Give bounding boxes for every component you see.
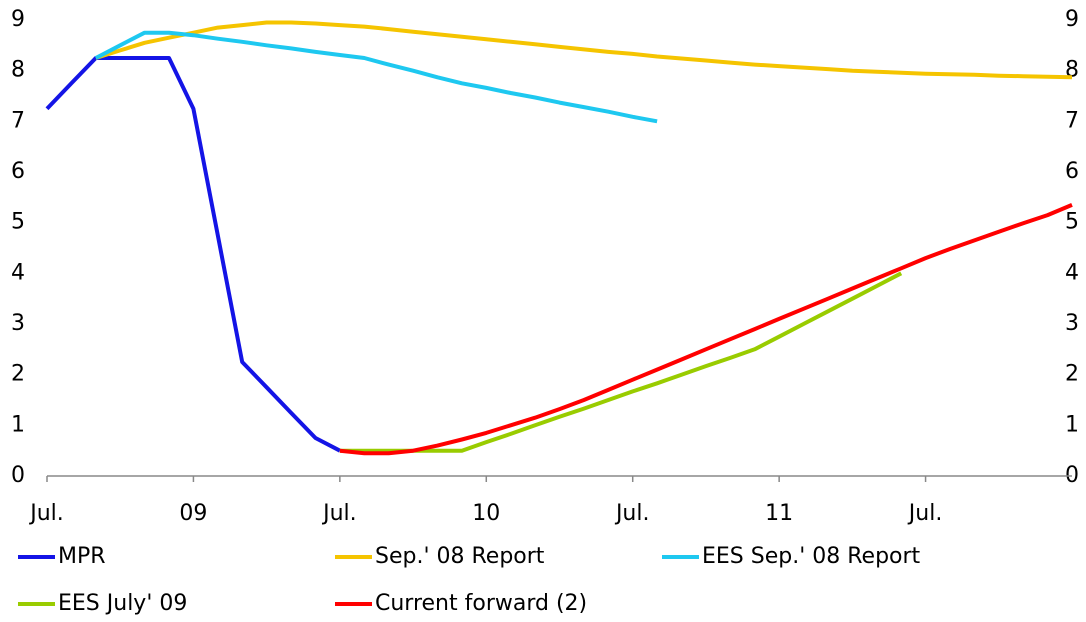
y2-tick-label: 7 bbox=[1065, 108, 1079, 133]
x-tick-label: Jul. bbox=[321, 501, 357, 526]
legend-label: Sep.' 08 Report bbox=[375, 544, 545, 569]
y-tick-label: 9 bbox=[11, 7, 25, 32]
x-tick-label: 09 bbox=[179, 501, 207, 526]
y2-tick-label: 5 bbox=[1065, 210, 1079, 235]
y2-tick-label: 4 bbox=[1065, 260, 1079, 285]
legend-label: EES Sep.' 08 Report bbox=[702, 544, 921, 569]
y-tick-label: 8 bbox=[11, 58, 25, 83]
x-tick-label: 11 bbox=[765, 501, 793, 526]
series-line bbox=[339, 271, 903, 453]
legend-label: Current forward (2) bbox=[375, 591, 587, 616]
y-tick-label: 4 bbox=[11, 260, 25, 285]
y-tick-label: 7 bbox=[11, 108, 25, 133]
series-line bbox=[45, 56, 341, 453]
y2-tick-label: 2 bbox=[1065, 362, 1079, 387]
x-tick-label: Jul. bbox=[907, 501, 943, 526]
x-tick-label: 10 bbox=[472, 501, 500, 526]
legend-label: MPR bbox=[58, 544, 106, 569]
y-tick-label: 5 bbox=[11, 210, 25, 235]
y-tick-label: 6 bbox=[11, 159, 25, 184]
y-tick-label: 0 bbox=[11, 463, 25, 488]
series-line bbox=[339, 203, 1073, 456]
x-tick-label: Jul. bbox=[28, 501, 64, 526]
y-tick-label: 3 bbox=[11, 311, 25, 336]
x-tick-label: Jul. bbox=[614, 501, 650, 526]
y-tick-label: 2 bbox=[11, 362, 25, 387]
y-tick-label: 1 bbox=[11, 412, 25, 437]
y2-tick-label: 6 bbox=[1065, 159, 1079, 184]
legend-label: EES July' 09 bbox=[58, 591, 187, 616]
y2-tick-label: 9 bbox=[1065, 7, 1079, 32]
y2-tick-label: 1 bbox=[1065, 412, 1079, 437]
y2-tick-label: 3 bbox=[1065, 311, 1079, 336]
series-line bbox=[95, 20, 1073, 80]
series-line bbox=[94, 30, 658, 124]
